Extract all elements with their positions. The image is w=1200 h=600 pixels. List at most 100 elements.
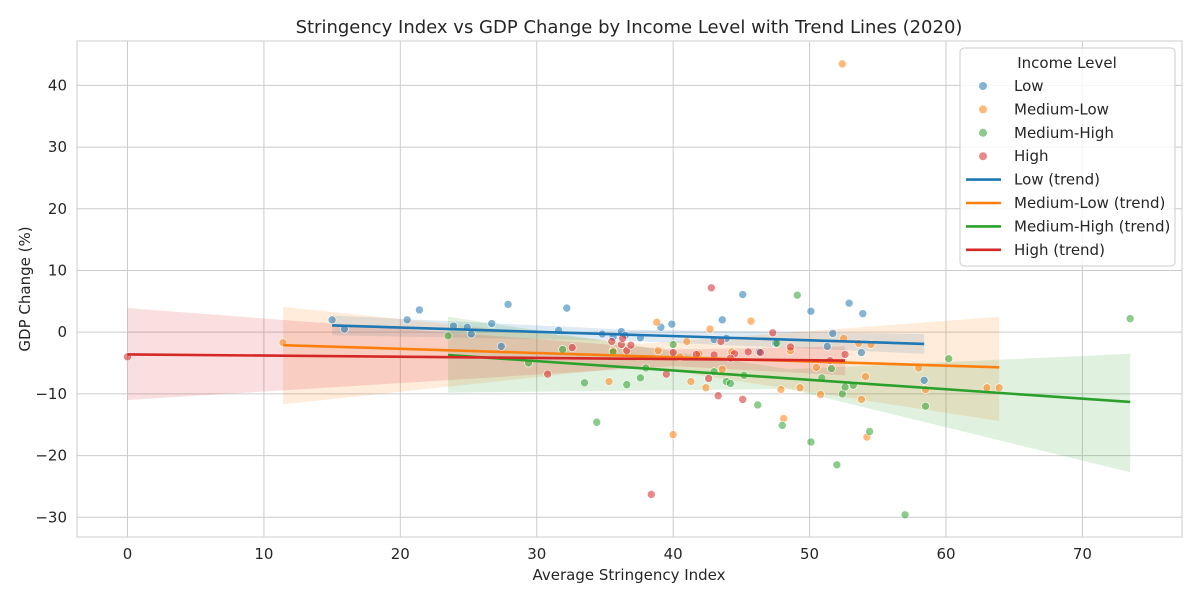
legend-marker [979,152,987,161]
data-point [717,364,727,374]
y-tick-label: 10 [48,261,67,279]
data-point [701,383,711,393]
data-point [443,331,453,341]
scatter-points [123,59,1135,520]
chart-title: Stringency Index vs GDP Change by Income… [296,17,963,38]
x-axis-label: Average Stringency Index [532,566,725,584]
legend-label: Low [1014,77,1044,95]
data-point [604,377,614,386]
data-point [705,324,715,334]
data-point [626,340,636,350]
data-point [707,283,716,293]
data-point [857,395,866,404]
legend-marker [979,82,987,90]
data-point [726,379,735,388]
x-tick-label: 20 [391,545,410,563]
x-tick-label: 30 [527,545,546,563]
data-point [840,350,850,359]
data-point [857,348,866,357]
x-tick-label: 0 [123,545,133,563]
data-point [900,510,910,520]
data-point [776,385,786,394]
data-point [652,318,662,327]
data-point [921,401,930,411]
legend-label: High (trend) [1014,241,1105,259]
data-point [746,316,756,326]
data-point [466,329,476,339]
data-point [994,383,1004,393]
data-point [806,437,816,447]
data-point [647,490,656,499]
data-point [686,377,696,386]
legend-title: Income Level [1017,54,1117,72]
legend-label: Medium-Low [1014,100,1109,118]
data-point [832,460,842,470]
data-point [844,298,854,308]
data-point [777,421,787,430]
data-point [668,430,678,439]
data-point [806,306,816,316]
data-point [668,340,678,349]
data-point [865,427,874,436]
data-point [717,315,727,325]
data-point [704,374,713,383]
data-point [786,342,795,352]
data-point [827,364,836,373]
data-point [562,303,572,313]
y-tick-label: 40 [48,76,67,94]
data-point [944,354,954,364]
data-point [858,309,868,318]
data-point [558,345,567,354]
y-tick-label: 0 [57,323,67,341]
trend-line [127,353,846,362]
data-point [496,342,506,351]
data-point [861,372,870,381]
data-point [636,373,645,383]
trend-lines [127,324,1131,404]
y-axis-label: GDP Change (%) [16,226,34,351]
data-point [653,346,663,355]
data-point [592,417,602,427]
data-point [823,342,832,351]
data-point [982,383,992,393]
legend-label: Medium-High [1014,124,1114,142]
data-point [756,348,765,357]
data-point [543,369,552,379]
data-point [753,400,763,410]
data-point [828,329,838,338]
data-point [840,382,850,392]
y-tick-label: −10 [35,385,67,403]
data-point [622,380,632,389]
trend-line [332,324,925,346]
data-point [738,395,748,404]
data-point [668,348,678,357]
data-point [816,390,825,399]
data-point [503,300,513,309]
data-point [402,315,412,325]
trend-line [447,353,1131,404]
legend-marker [979,128,987,137]
data-point [607,337,617,346]
data-point [327,315,337,325]
legend-label: Medium-Low (trend) [1014,194,1165,212]
y-tick-label: 30 [48,138,67,156]
y-tick-label: −20 [35,447,67,465]
x-tick-label: 70 [1073,545,1092,563]
data-point [487,319,497,328]
x-axis-ticks: 0 10 20 30 40 50 60 70 [123,545,1092,563]
data-point [812,363,821,372]
legend-items: Low Medium-Low Medium-High High Low (trend) M… [966,77,1170,259]
data-point [1125,314,1135,323]
legend-marker [979,105,987,114]
x-tick-label: 10 [254,545,273,563]
data-point [580,378,589,388]
data-point [667,319,677,329]
data-point [792,290,802,300]
data-point [795,383,805,393]
legend-label: Low (trend) [1014,171,1100,189]
data-point [738,290,748,299]
data-point [682,337,692,346]
data-point [743,347,753,357]
grid [77,41,1182,537]
